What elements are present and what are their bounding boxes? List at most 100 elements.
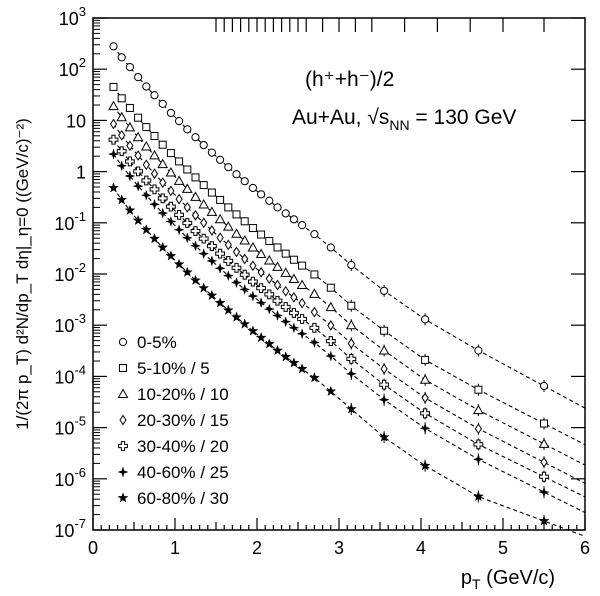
x-axis-label: pT (GeV/c) (461, 567, 555, 592)
y-tick-label: 10-7 (54, 516, 86, 541)
data-point (263, 254, 275, 265)
data-point (474, 385, 483, 394)
data-point (239, 283, 251, 296)
data-point (345, 319, 357, 330)
data-point (199, 140, 208, 150)
data-point (206, 206, 218, 216)
data-point (134, 113, 143, 122)
x-tick-label: 4 (416, 538, 426, 558)
data-point (174, 209, 184, 220)
data-point (181, 232, 193, 244)
x-tick-label: 3 (334, 538, 344, 558)
data-point (157, 193, 168, 204)
data-point (419, 374, 431, 384)
data-point (181, 266, 193, 277)
data-point (117, 94, 126, 103)
data-point (191, 173, 200, 182)
data-point (140, 189, 152, 201)
data-point (473, 404, 484, 415)
data-point (207, 188, 216, 197)
data-point (472, 490, 484, 502)
data-point (263, 338, 275, 349)
data-point (165, 250, 177, 261)
data-point (148, 198, 161, 210)
data-point (230, 276, 243, 289)
data-point (421, 392, 429, 404)
s-sub: NN (389, 117, 409, 133)
data-point (132, 180, 144, 192)
data-point (247, 325, 259, 336)
data-point (117, 53, 126, 62)
particle-label: (h⁺+h⁻)/2 (305, 68, 394, 91)
legend-marker (117, 466, 129, 478)
legend-marker (119, 364, 127, 372)
data-point (257, 266, 265, 278)
data-point (200, 217, 208, 229)
data-point (183, 125, 192, 134)
data-point (175, 116, 184, 126)
data-point (231, 228, 242, 238)
data-point (206, 255, 218, 267)
data-point (380, 286, 389, 295)
data-point (273, 203, 282, 212)
data-point (107, 148, 120, 160)
data-point (142, 159, 150, 171)
x-tick-label: 5 (498, 538, 508, 558)
y-tick-label: 10-1 (54, 209, 86, 234)
data-point (215, 248, 225, 259)
data-point (474, 423, 483, 435)
data-point (198, 233, 209, 244)
data-point (189, 240, 202, 252)
fit-curve-7 (113, 187, 586, 537)
data-point (125, 103, 134, 112)
data-point (216, 155, 225, 164)
data-point (265, 237, 274, 246)
chart-annotation: (h⁺+h⁻)/2 Au+Au, √sNN = 130 GeV (292, 68, 516, 133)
data-point (281, 209, 290, 218)
system-label: Au+Au, √sNN = 130 GeV (292, 106, 516, 133)
data-point (264, 289, 275, 300)
data-point (472, 453, 485, 465)
data-point (309, 322, 320, 333)
data-point (230, 311, 243, 322)
data-point (118, 129, 126, 141)
data-point (173, 258, 185, 269)
data-point (327, 320, 335, 331)
data-point (191, 133, 200, 142)
legend-label: 0-5% (137, 333, 177, 352)
data-point (116, 111, 128, 122)
data-point (232, 210, 241, 219)
data-point (255, 248, 267, 258)
data-point (216, 232, 224, 244)
data-point (191, 209, 200, 221)
data-point (473, 439, 484, 450)
data-point (207, 241, 217, 252)
data-point (379, 379, 389, 390)
data-point (158, 99, 167, 109)
data-point (288, 273, 300, 283)
data-point (141, 175, 152, 186)
data-point (166, 108, 175, 118)
data-point (214, 213, 226, 224)
data-point (419, 459, 431, 471)
data-point (150, 91, 159, 100)
data-point (257, 190, 266, 199)
axes: 0 1 2 3 4 5 610310210110-110-210-310-410-510-6… (54, 4, 590, 558)
data-point (345, 403, 357, 414)
data-point (282, 285, 290, 297)
data-point (421, 315, 430, 324)
data-point (296, 279, 308, 289)
data-point (538, 438, 550, 448)
legend-label: 10-20% / 10 (137, 385, 229, 404)
data-point (140, 224, 152, 235)
data-point (175, 193, 183, 205)
data-point (380, 363, 388, 375)
data-point (149, 184, 160, 195)
data-point (116, 194, 128, 205)
data-point (273, 279, 282, 291)
y-tick-label: 10 (66, 111, 86, 131)
data-point (540, 456, 548, 468)
data-point (140, 140, 152, 151)
s-base: s (379, 106, 390, 129)
data-point (281, 249, 290, 258)
